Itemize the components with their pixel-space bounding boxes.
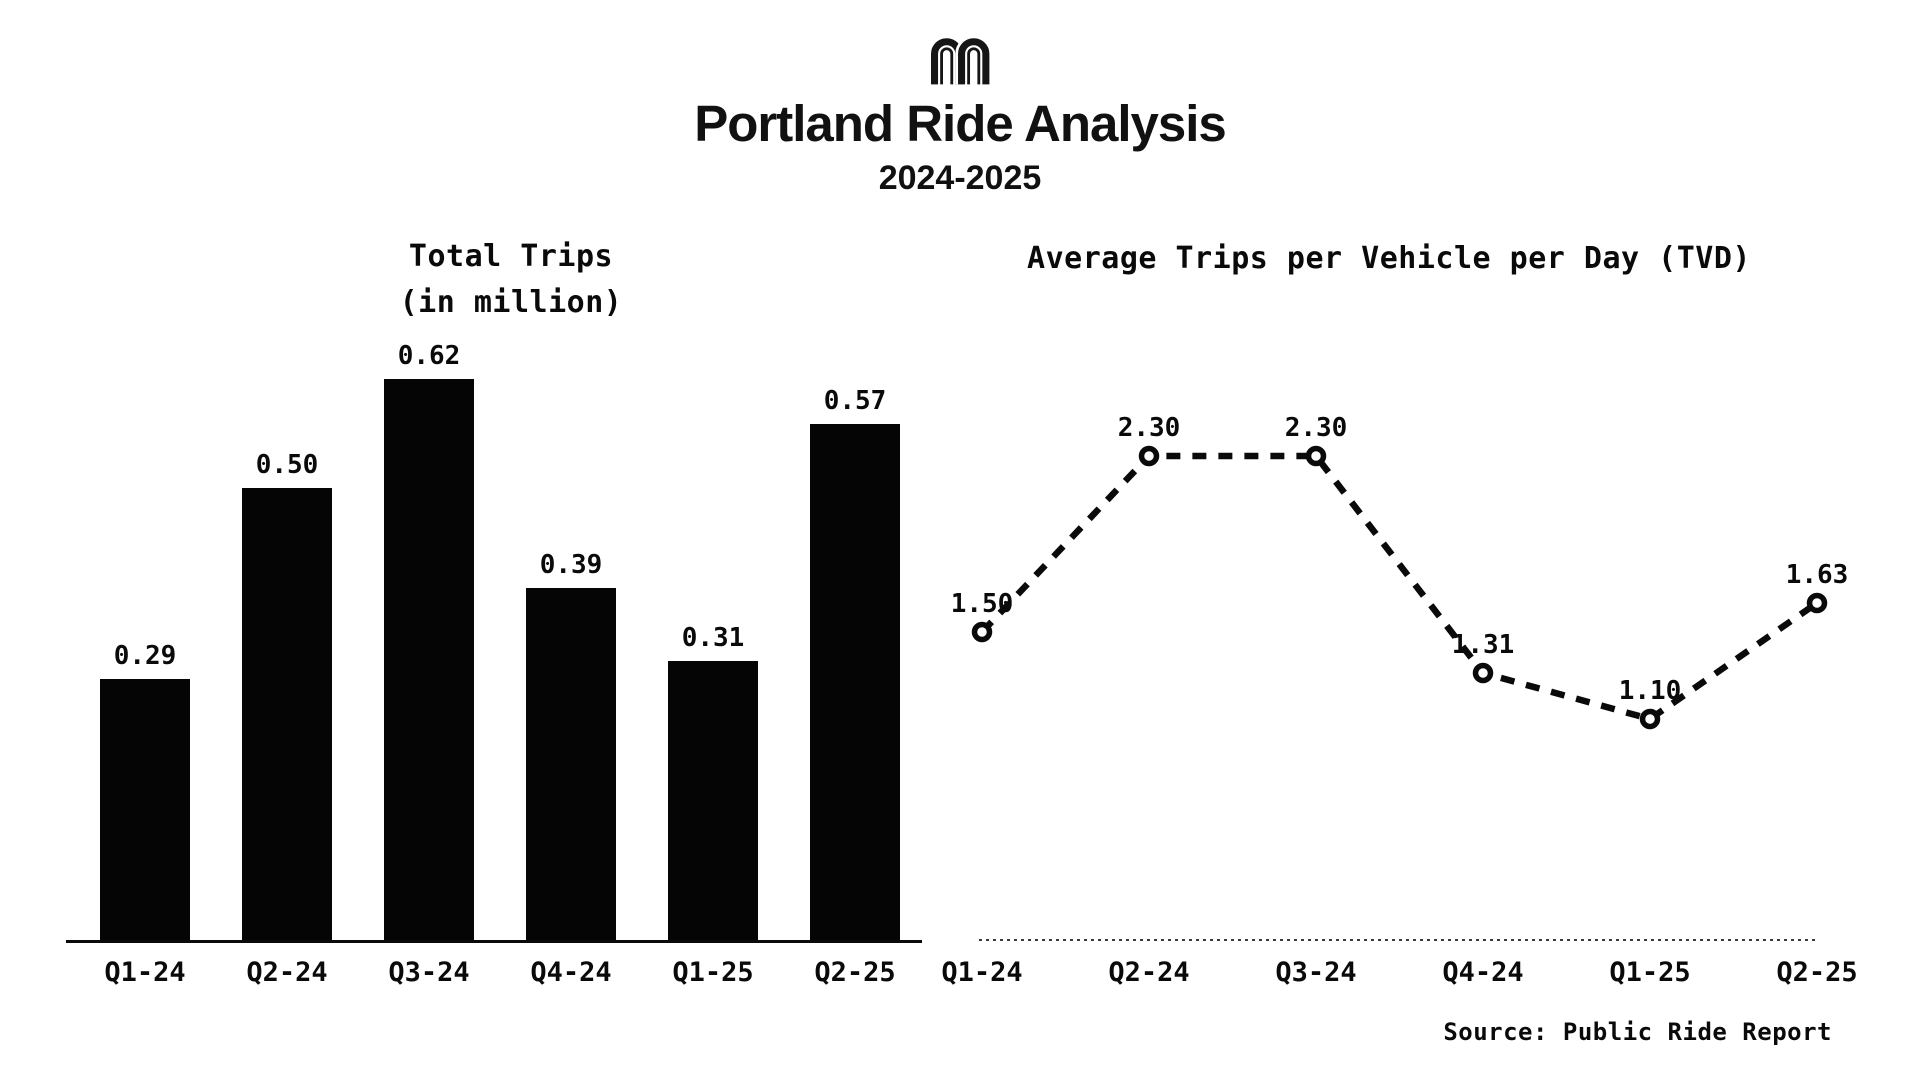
bar-x-tick-label: Q2-24	[246, 957, 328, 988]
bar-chart-title: Total Trips (in million)	[211, 234, 811, 326]
header: Portland Ride Analysis 2024-2025	[0, 28, 1920, 198]
bar-x-tick-label: Q1-25	[672, 957, 754, 988]
line-x-tick-label: Q1-25	[1609, 957, 1691, 988]
point-value-label: 1.50	[951, 589, 1014, 619]
bar-Q3-24	[384, 379, 474, 943]
line-x-tick-label: Q2-25	[1776, 957, 1858, 988]
bar-x-tick-label: Q3-24	[388, 957, 470, 988]
point-value-label: 1.31	[1452, 630, 1515, 660]
point-value-label: 1.63	[1786, 560, 1849, 590]
source-note: Source: Public Ride Report	[1443, 1018, 1832, 1046]
line-x-tick-label: Q1-24	[941, 957, 1023, 988]
bar-chart-title-line1: Total Trips	[408, 239, 614, 274]
trend-line	[979, 452, 1819, 723]
page-subtitle: 2024-2025	[878, 159, 1042, 197]
bar-value-label: 0.31	[681, 623, 745, 653]
data-point-marker-Q2-25	[1806, 592, 1828, 614]
bar-x-tick-label: Q2-25	[814, 957, 896, 988]
bar-Q2-24	[242, 488, 332, 943]
bar-value-label: 0.62	[397, 341, 461, 371]
double-arch-m-logo-icon	[931, 35, 993, 85]
bar-value-label: 0.39	[539, 550, 603, 580]
data-point-marker-Q2-24	[1138, 445, 1160, 467]
line-x-tick-label: Q2-24	[1108, 957, 1190, 988]
bar-x-tick-label: Q4-24	[530, 957, 612, 988]
page-title: Portland Ride Analysis	[694, 95, 1227, 152]
bar-Q4-24	[526, 588, 616, 943]
point-value-label: 2.30	[1285, 413, 1348, 443]
line-chart-x-axis	[979, 939, 1817, 941]
data-point-marker-Q1-25	[1639, 708, 1661, 730]
point-value-label: 2.30	[1118, 413, 1181, 443]
bar-chart-title-line2: (in million)	[399, 285, 623, 320]
bar-value-label: 0.50	[255, 450, 319, 480]
bar-Q1-24	[100, 679, 190, 943]
bar-x-tick-label: Q1-24	[104, 957, 186, 988]
line-x-tick-label: Q4-24	[1442, 957, 1524, 988]
data-point-marker-Q1-24	[971, 621, 993, 643]
bar-chart-x-axis	[66, 940, 922, 943]
bar-value-label: 0.29	[113, 641, 177, 671]
data-point-marker-Q3-24	[1305, 445, 1327, 467]
point-value-label: 1.10	[1619, 676, 1682, 706]
bar-Q1-25	[668, 661, 758, 943]
line-chart-title-line1: Average Trips per Vehicle per Day (TVD)	[1027, 241, 1751, 276]
data-point-marker-Q4-24	[1472, 662, 1494, 684]
line-chart-title: Average Trips per Vehicle per Day (TVD)	[989, 236, 1789, 282]
line-x-tick-label: Q3-24	[1275, 957, 1357, 988]
bar-Q2-25	[810, 424, 900, 943]
bar-value-label: 0.57	[823, 386, 887, 416]
